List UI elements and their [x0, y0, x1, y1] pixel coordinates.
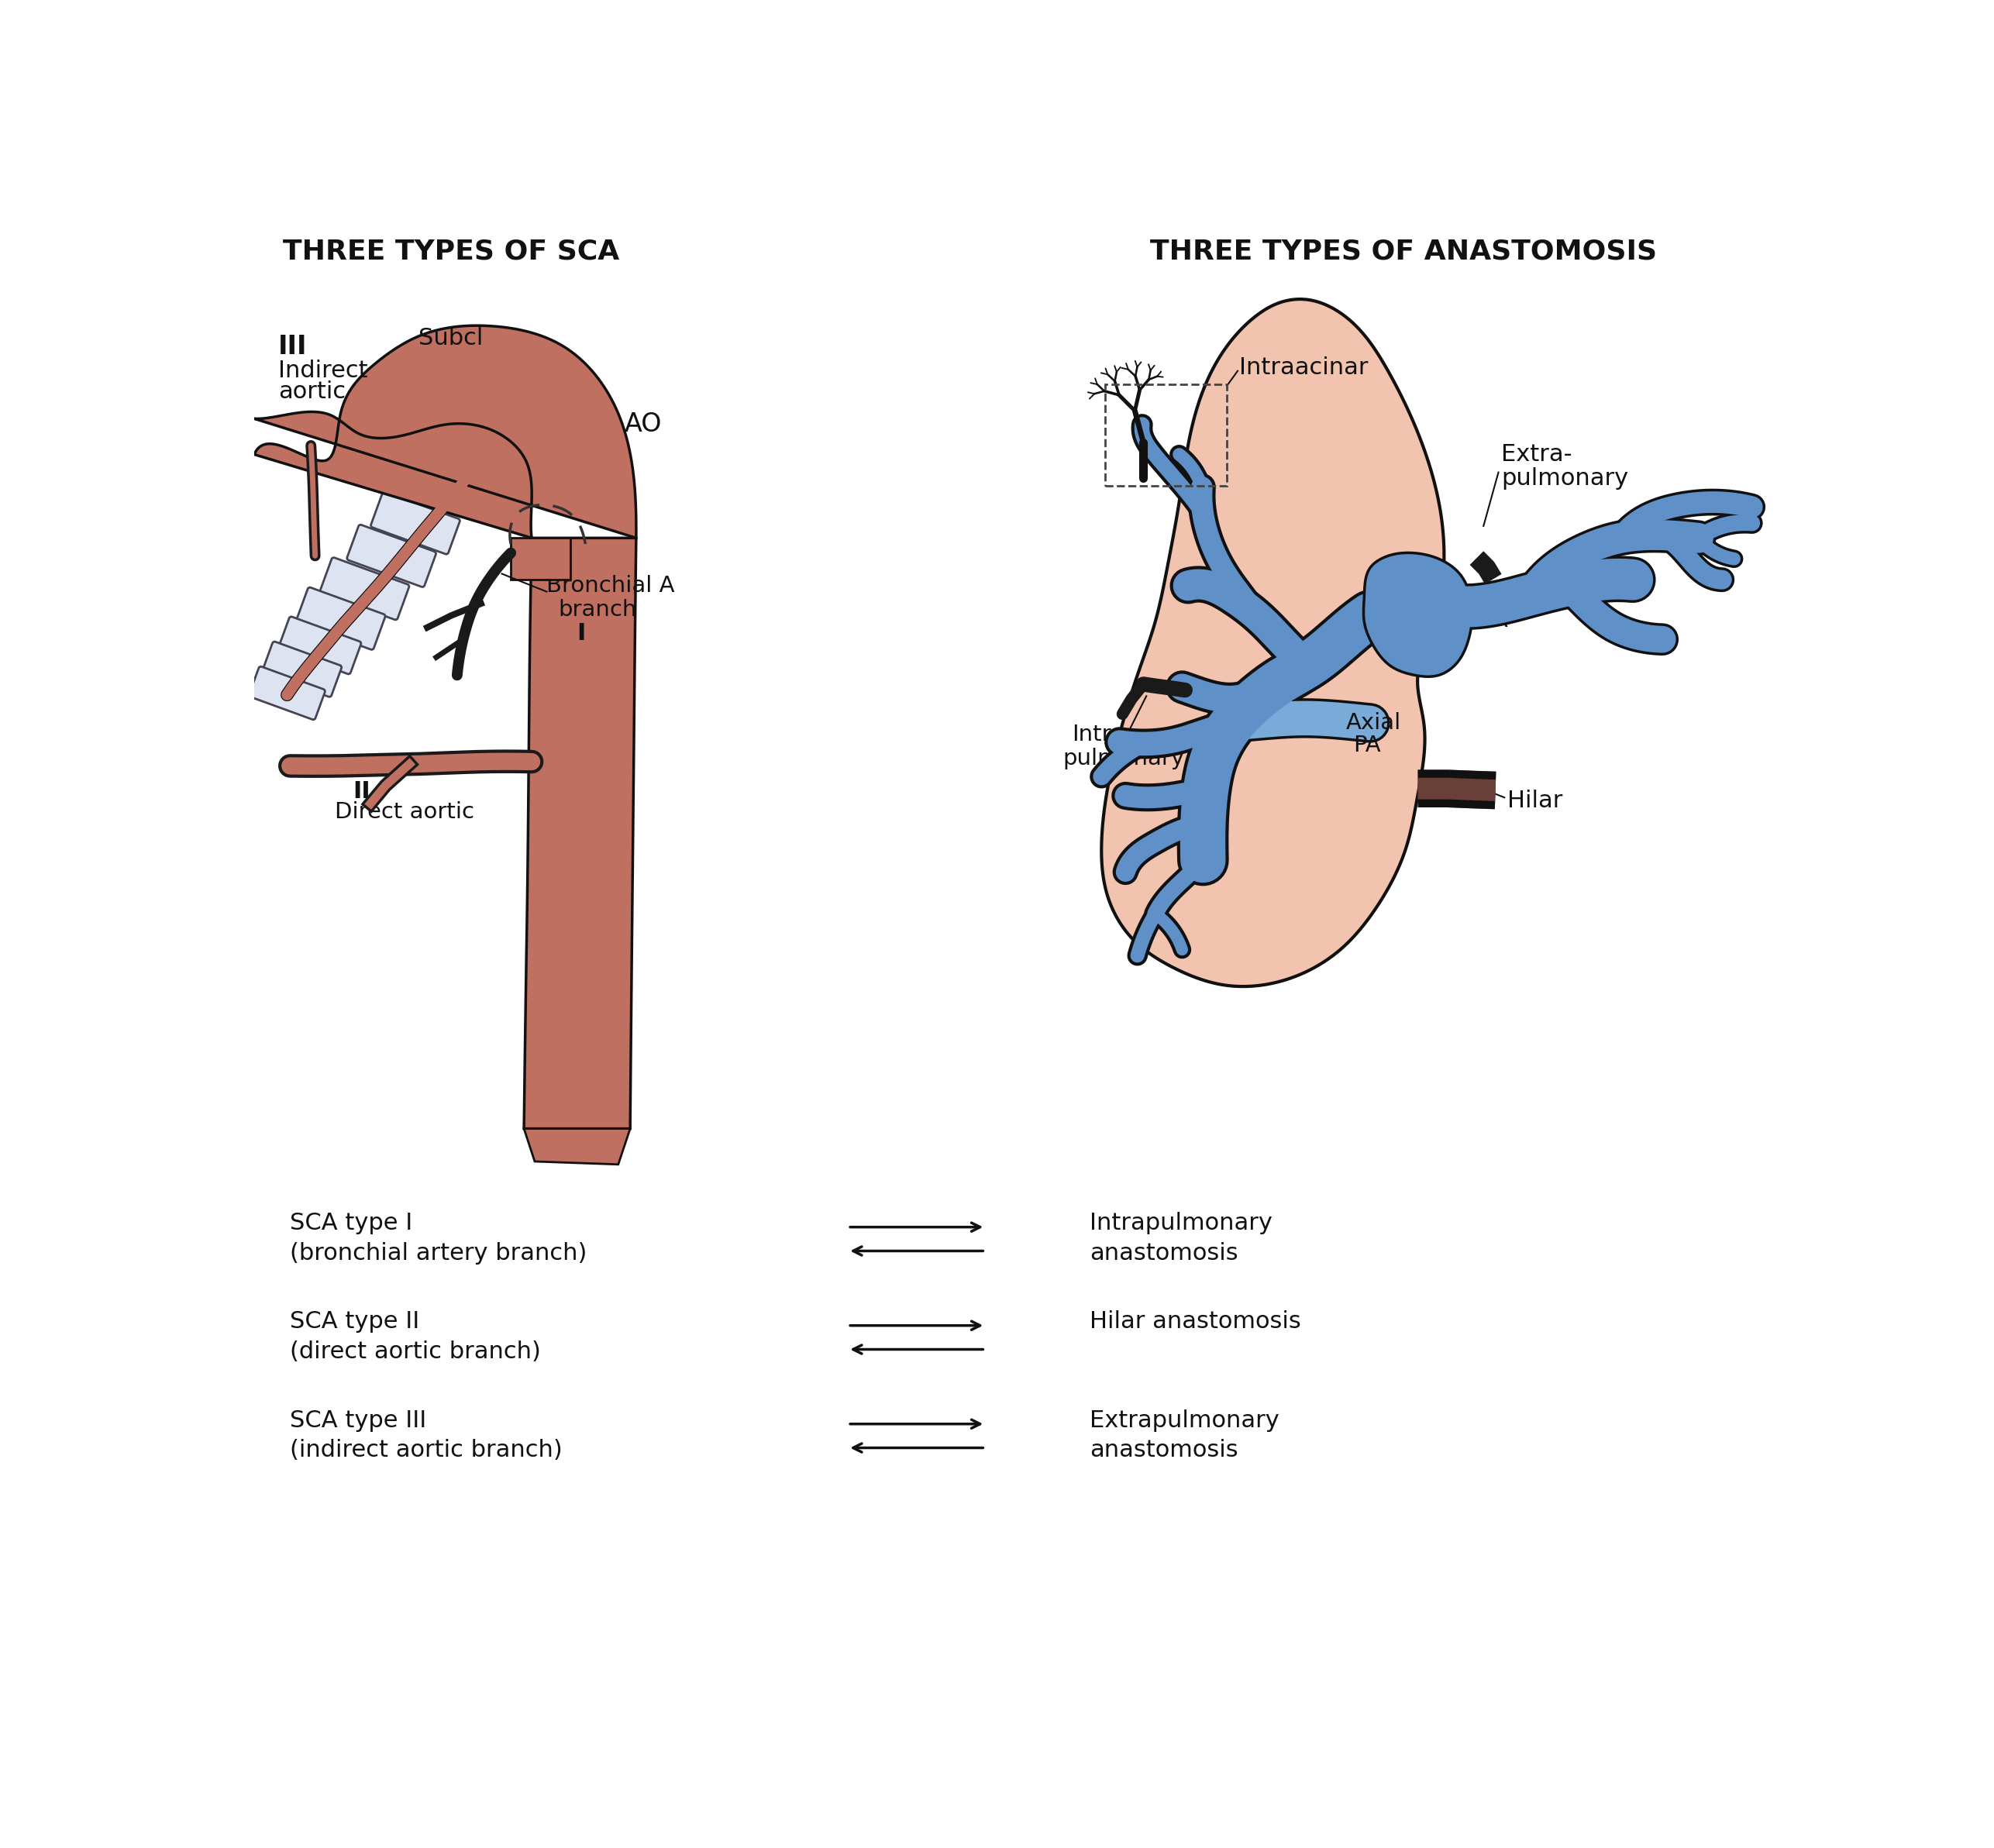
Text: Intra-: Intra-: [1071, 724, 1133, 747]
Text: branch: branch: [558, 599, 638, 621]
Text: pulmonary: pulmonary: [1501, 468, 1629, 490]
Text: Direct aortic: Direct aortic: [335, 802, 475, 822]
Text: THREE TYPES OF SCA: THREE TYPES OF SCA: [283, 238, 620, 264]
FancyBboxPatch shape: [419, 419, 508, 482]
Text: Central: Central: [1468, 588, 1551, 608]
Text: Indirect: Indirect: [277, 360, 367, 383]
Text: SCA type I
(bronchial artery branch): SCA type I (bronchial artery branch): [289, 1212, 586, 1264]
FancyBboxPatch shape: [395, 456, 485, 519]
Text: I: I: [576, 623, 586, 645]
Text: THREE TYPES OF ANASTOMOSIS: THREE TYPES OF ANASTOMOSIS: [1151, 238, 1657, 264]
Text: Extrapulmonary
anastomosis: Extrapulmonary anastomosis: [1089, 1408, 1280, 1462]
Text: Bronchial A: Bronchial A: [546, 575, 674, 597]
Text: Intrapulmonary
anastomosis: Intrapulmonary anastomosis: [1089, 1212, 1272, 1264]
Polygon shape: [510, 538, 570, 580]
Text: Hilar anastomosis: Hilar anastomosis: [1089, 1310, 1300, 1332]
Polygon shape: [524, 1129, 630, 1164]
Text: pulmonary: pulmonary: [1063, 748, 1184, 769]
Text: aortic: aortic: [277, 381, 345, 403]
FancyBboxPatch shape: [279, 617, 361, 675]
Text: Axial: Axial: [1346, 711, 1402, 734]
FancyBboxPatch shape: [321, 558, 409, 619]
FancyBboxPatch shape: [371, 492, 461, 554]
Text: AO: AO: [624, 412, 662, 438]
Text: Intraacinar: Intraacinar: [1238, 357, 1368, 379]
FancyBboxPatch shape: [249, 667, 325, 719]
FancyBboxPatch shape: [297, 588, 385, 650]
Text: PA: PA: [1354, 736, 1382, 756]
Text: III: III: [277, 334, 307, 360]
Text: Subcl: Subcl: [419, 327, 483, 349]
Text: II: II: [353, 780, 371, 802]
FancyBboxPatch shape: [347, 525, 437, 588]
Text: SCA type II
(direct aortic branch): SCA type II (direct aortic branch): [289, 1310, 540, 1362]
Text: SCA type III
(indirect aortic branch): SCA type III (indirect aortic branch): [289, 1408, 562, 1462]
Polygon shape: [255, 325, 636, 538]
Text: Hilar: Hilar: [1507, 789, 1563, 811]
Text: Extra-: Extra-: [1501, 444, 1573, 466]
Polygon shape: [1101, 299, 1444, 987]
Text: PA: PA: [1480, 610, 1507, 632]
Polygon shape: [1364, 553, 1472, 676]
Polygon shape: [524, 538, 636, 1129]
FancyBboxPatch shape: [263, 641, 341, 697]
